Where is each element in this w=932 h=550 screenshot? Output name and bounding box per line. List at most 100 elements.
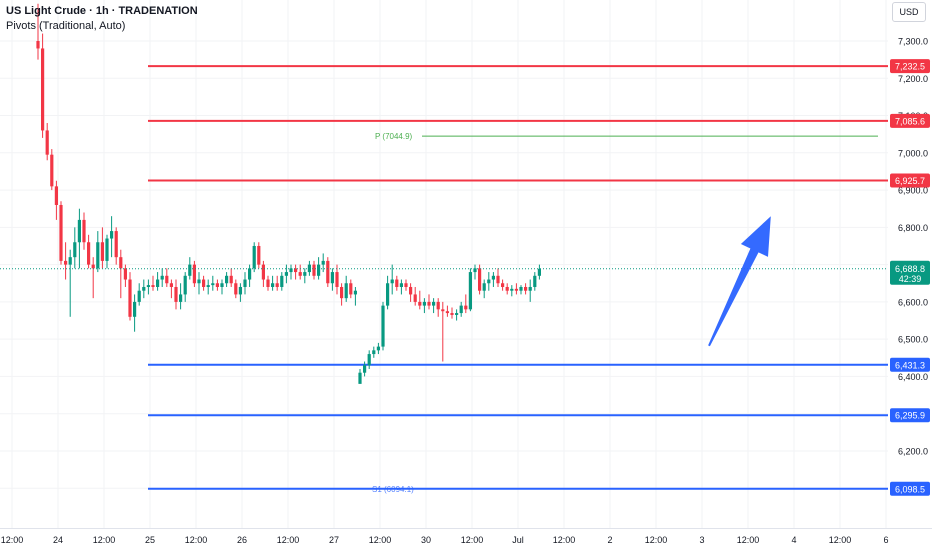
candle-body — [105, 238, 109, 261]
candle-body — [496, 275, 500, 284]
candle-body — [445, 311, 449, 314]
candle-body — [36, 41, 40, 49]
time-tick-label: 2 — [607, 535, 612, 545]
pivot-level-tag — [890, 113, 930, 128]
candle-body — [432, 301, 436, 306]
candle-body — [399, 283, 403, 287]
candle-body — [119, 257, 123, 269]
candle-body — [491, 275, 495, 280]
candle-body — [165, 275, 169, 284]
time-tick-label: 6 — [883, 535, 888, 545]
candle-body — [257, 245, 261, 265]
price-tick-label: 7,000.0 — [898, 148, 928, 158]
candle-body — [501, 283, 505, 287]
candle-body — [344, 283, 348, 299]
candle-body — [537, 268, 541, 276]
candle-body — [128, 279, 132, 317]
price-tick-label: 6,200.0 — [898, 446, 928, 456]
candle-body — [238, 286, 242, 295]
candle-body — [146, 285, 150, 287]
price-axis[interactable]: 6,100.06,200.06,300.06,400.06,500.06,600… — [890, 37, 930, 496]
pivot-point-label: P (7044.9) — [375, 132, 413, 141]
candle-body — [436, 301, 440, 310]
candle-body — [50, 154, 54, 187]
candle-body — [409, 286, 413, 295]
candle-body — [220, 283, 224, 287]
candle-body — [188, 264, 192, 276]
candle-body — [326, 260, 330, 284]
time-tick-label: 12:00 — [93, 535, 116, 545]
current-price-tag — [890, 260, 930, 285]
candle-body — [353, 290, 357, 295]
chart-legend: US Light Crude · 1h · TRADENATION Pivots… — [6, 4, 198, 34]
candle-body — [174, 286, 178, 302]
candle-body — [349, 283, 353, 295]
time-tick-label: 12:00 — [185, 535, 208, 545]
time-tick-label: 30 — [421, 535, 431, 545]
time-tick-label: 12:00 — [277, 535, 300, 545]
time-tick-label: 12:00 — [1, 535, 24, 545]
candle-body — [45, 130, 49, 155]
candle-body — [59, 204, 63, 261]
time-tick-label: 4 — [791, 535, 796, 545]
pivot-level-tag-label: 7,085.6 — [895, 116, 925, 126]
candle-body — [202, 279, 206, 287]
indicator-label[interactable]: Pivots (Traditional, Auto) — [6, 20, 126, 32]
time-tick-label: 12:00 — [461, 535, 484, 545]
candle-body — [197, 279, 201, 284]
candle-body — [363, 365, 367, 373]
candle-body — [367, 354, 371, 366]
candle-body — [427, 301, 431, 306]
candle-body — [73, 242, 77, 258]
pivot-level-tag-label: 6,431.3 — [895, 360, 925, 370]
time-axis[interactable]: 12:00 24 12:00 25 12:00 26 12:00 27 12:00 30 12:00… — [0, 528, 932, 546]
current-price-label: 6,688.8 — [895, 264, 925, 274]
candle-body — [335, 272, 339, 287]
candle-body — [160, 275, 164, 280]
candle-body — [464, 305, 468, 310]
candle-body — [142, 286, 146, 291]
pivot-level-tag — [890, 59, 930, 74]
candle-body — [215, 283, 219, 287]
price-tick-label: 6,500.0 — [898, 335, 928, 345]
candle-body — [100, 242, 104, 261]
candle-body — [482, 283, 486, 291]
candle-body — [110, 231, 114, 239]
candle-body — [229, 275, 233, 284]
candle-body — [395, 279, 399, 287]
candle-body — [459, 305, 463, 314]
candle-body — [41, 48, 45, 131]
candle-body — [211, 283, 215, 286]
candlesticks — [36, 3, 541, 384]
time-tick-label: 12:00 — [829, 535, 852, 545]
candle-body — [473, 268, 477, 273]
currency-button[interactable]: USD — [892, 2, 926, 22]
candle-body — [533, 275, 537, 287]
candle-body — [505, 286, 509, 291]
pivot-level-tag-label: 6,925.7 — [895, 176, 925, 186]
symbol-title[interactable]: US Light Crude · 1h · TRADENATION — [6, 5, 198, 17]
candle-body — [54, 186, 58, 205]
candle-body — [261, 264, 265, 280]
price-tick-label: 7,200.0 — [898, 74, 928, 84]
time-tick-label: Jul — [512, 535, 524, 545]
candle-body — [169, 283, 173, 287]
candle-body — [96, 242, 100, 269]
up-arrow-icon — [708, 216, 771, 347]
time-tick-label: 26 — [237, 535, 247, 545]
price-tick-label: 7,300.0 — [898, 37, 928, 47]
candle-body — [123, 268, 127, 280]
candle-body — [151, 285, 155, 287]
candle-body — [381, 305, 385, 347]
candle-body — [468, 272, 472, 310]
candle-body — [280, 275, 284, 287]
candle-body — [248, 268, 252, 280]
candle-body — [455, 313, 459, 315]
candle-body — [450, 313, 454, 315]
candle-body — [312, 264, 316, 276]
pivot-level-tag — [890, 481, 930, 496]
candle-body — [271, 283, 275, 287]
candle-body — [137, 290, 141, 302]
